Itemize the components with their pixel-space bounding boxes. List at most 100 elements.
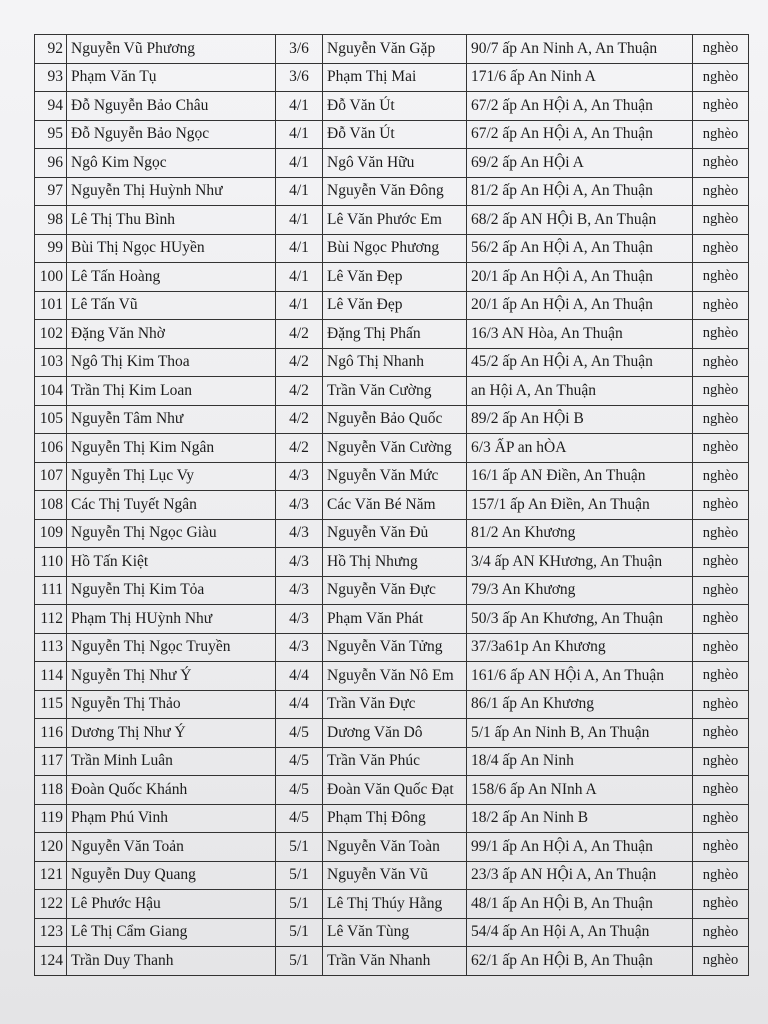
table-row: 93 Phạm Văn Tụ 3/6 Phạm Thị Mai 171/6 ấp An … <box>34 62 749 92</box>
address: 68/2 ấp AN HỘi B, An Thuận <box>466 205 693 235</box>
class: 4/1 <box>275 205 323 235</box>
student-name: Lê Thị Thu Bình <box>66 205 276 235</box>
row-number: 114 <box>34 661 67 691</box>
class: 3/6 <box>275 62 323 92</box>
table-row: 107 Nguyễn Thị Lục Vy 4/3 Nguyễn Văn Mức 16/… <box>34 461 749 491</box>
row-number: 110 <box>34 547 67 577</box>
parent-name: Đặng Thị Phấn <box>322 319 467 349</box>
row-number: 97 <box>34 176 67 206</box>
row-number: 113 <box>34 632 67 662</box>
row-number: 112 <box>34 604 67 634</box>
parent-name: Trần Văn Phúc <box>322 746 467 776</box>
class: 4/1 <box>275 119 323 149</box>
row-number: 101 <box>34 290 67 320</box>
status: nghèo <box>692 746 749 776</box>
row-number: 117 <box>34 746 67 776</box>
address: 3/4 ấp AN KHương, An Thuận <box>466 547 693 577</box>
address: 99/1 ấp An HỘi A, An Thuận <box>466 832 693 862</box>
class: 4/5 <box>275 718 323 748</box>
student-name: Nguyễn Thị Huỳnh Như <box>66 176 276 206</box>
table-row: 95 Đỗ Nguyễn Bảo Ngọc 4/1 Đỗ Văn Út 67/2 ấp … <box>34 119 749 149</box>
parent-name: Lê Văn Đẹp <box>322 262 467 292</box>
row-number: 122 <box>34 889 67 919</box>
status: nghèo <box>692 376 749 406</box>
parent-name: Phạm Thị Mai <box>322 62 467 92</box>
status: nghèo <box>692 518 749 548</box>
address: 157/1 ấp An Điền, An Thuận <box>466 490 693 520</box>
address: 56/2 ấp An HỘi A, An Thuận <box>466 233 693 263</box>
row-number: 104 <box>34 376 67 406</box>
row-number: 106 <box>34 433 67 463</box>
address: 67/2 ấp An HỘi A, An Thuận <box>466 91 693 121</box>
student-name: Nguyễn Duy Quang <box>66 860 276 890</box>
row-number: 123 <box>34 917 67 947</box>
parent-name: Nguyễn Văn Toàn <box>322 832 467 862</box>
class: 4/2 <box>275 404 323 434</box>
address: 16/3 AN Hòa, An Thuận <box>466 319 693 349</box>
status: nghèo <box>692 803 749 833</box>
status: nghèo <box>692 34 749 64</box>
student-name: Ngô Kim Ngọc <box>66 148 276 178</box>
parent-name: Đỗ Văn Út <box>322 91 467 121</box>
parent-name: Nguyễn Văn Vũ <box>322 860 467 890</box>
table-row: 98 Lê Thị Thu Bình 4/1 Lê Văn Phước Em 68/2 … <box>34 205 749 235</box>
address: 20/1 ấp An HỘi A, An Thuận <box>466 262 693 292</box>
address: 161/6 ấp AN HỘi A, An Thuận <box>466 661 693 691</box>
student-name: Đoàn Quốc Khánh <box>66 775 276 805</box>
student-name: Nguyễn Thị Kim Tỏa <box>66 575 276 605</box>
class: 4/3 <box>275 518 323 548</box>
table-row: 123 Lê Thị Cẩm Giang 5/1 Lê Văn Tùng 54/4 ấp… <box>34 917 749 947</box>
class: 4/1 <box>275 233 323 263</box>
row-number: 99 <box>34 233 67 263</box>
status: nghèo <box>692 461 749 491</box>
status: nghèo <box>692 62 749 92</box>
status: nghèo <box>692 290 749 320</box>
class: 4/3 <box>275 632 323 662</box>
student-name: Hồ Tấn Kiệt <box>66 547 276 577</box>
table-row: 101 Lê Tấn Vũ 4/1 Lê Văn Đẹp 20/1 ấp An HỘi … <box>34 290 749 320</box>
row-number: 119 <box>34 803 67 833</box>
student-name: Trần Thị Kim Loan <box>66 376 276 406</box>
row-number: 124 <box>34 946 67 976</box>
table-row: 103 Ngô Thị Kim Thoa 4/2 Ngô Thị Nhanh 45/2 … <box>34 347 749 377</box>
address: 54/4 ấp An Hội A, An Thuận <box>466 917 693 947</box>
table-row: 113 Nguyễn Thị Ngọc Truyền 4/3 Nguyễn Văn T… <box>34 632 749 662</box>
student-name: Các Thị Tuyết Ngân <box>66 490 276 520</box>
table-row: 111 Nguyễn Thị Kim Tỏa 4/3 Nguyễn Văn Đực 79… <box>34 575 749 605</box>
row-number: 118 <box>34 775 67 805</box>
class: 4/1 <box>275 290 323 320</box>
table-row: 106 Nguyễn Thị Kim Ngân 4/2 Nguyễn Văn Cườn… <box>34 433 749 463</box>
parent-name: Bùi Ngọc Phương <box>322 233 467 263</box>
class: 4/3 <box>275 604 323 634</box>
status: nghèo <box>692 404 749 434</box>
table-row: 121 Nguyễn Duy Quang 5/1 Nguyễn Văn Vũ 23/3 … <box>34 860 749 890</box>
class: 4/2 <box>275 433 323 463</box>
class: 3/6 <box>275 34 323 64</box>
student-name: Nguyễn Thị Lục Vy <box>66 461 276 491</box>
address: 67/2 ấp An HỘi A, An Thuận <box>466 119 693 149</box>
student-name: Lê Thị Cẩm Giang <box>66 917 276 947</box>
parent-name: Lê Văn Phước Em <box>322 205 467 235</box>
status: nghèo <box>692 889 749 919</box>
table-row: 97 Nguyễn Thị Huỳnh Như 4/1 Nguyễn Văn Đông… <box>34 176 749 206</box>
parent-name: Ngô Thị Nhanh <box>322 347 467 377</box>
table-row: 92 Nguyễn Vũ Phương 3/6 Nguyễn Văn Gặp 90/7 … <box>34 34 749 64</box>
status: nghèo <box>692 319 749 349</box>
status: nghèo <box>692 119 749 149</box>
table-row: 104 Trần Thị Kim Loan 4/2 Trần Văn Cường an … <box>34 376 749 406</box>
parent-name: Lê Văn Đẹp <box>322 290 467 320</box>
status: nghèo <box>692 347 749 377</box>
parent-name: Nguyễn Văn Nô Em <box>322 661 467 691</box>
row-number: 111 <box>34 575 67 605</box>
row-number: 103 <box>34 347 67 377</box>
class: 4/5 <box>275 775 323 805</box>
parent-name: Phạm Thị Đông <box>322 803 467 833</box>
address: 37/3a61p An Khương <box>466 632 693 662</box>
status: nghèo <box>692 262 749 292</box>
student-name: Nguyễn Thị Kim Ngân <box>66 433 276 463</box>
class: 4/4 <box>275 661 323 691</box>
row-number: 105 <box>34 404 67 434</box>
class: 4/5 <box>275 746 323 776</box>
table-row: 115 Nguyễn Thị Thảo 4/4 Trần Văn Đực 86/1 ấp… <box>34 689 749 719</box>
student-name: Phạm Phú Vinh <box>66 803 276 833</box>
